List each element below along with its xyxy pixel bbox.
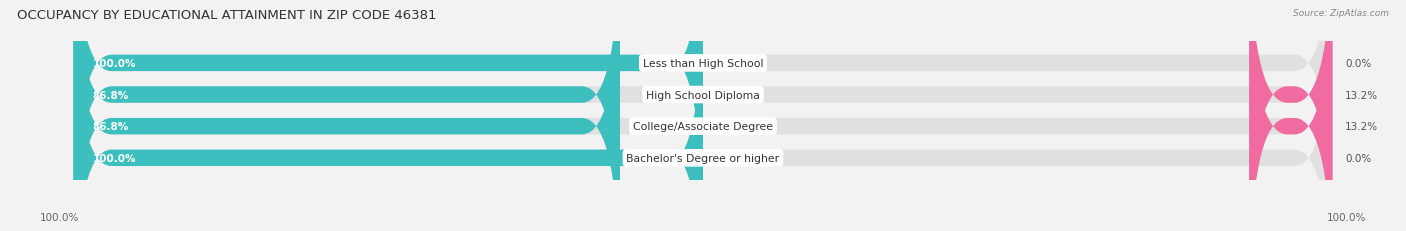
Text: Bachelor's Degree or higher: Bachelor's Degree or higher [627, 153, 779, 163]
Text: 100.0%: 100.0% [39, 212, 79, 222]
Text: OCCUPANCY BY EDUCATIONAL ATTAINMENT IN ZIP CODE 46381: OCCUPANCY BY EDUCATIONAL ATTAINMENT IN Z… [17, 9, 436, 22]
Text: Source: ZipAtlas.com: Source: ZipAtlas.com [1294, 9, 1389, 18]
Text: 86.8%: 86.8% [93, 90, 129, 100]
FancyBboxPatch shape [73, 0, 703, 231]
Text: 86.8%: 86.8% [93, 122, 129, 132]
Text: College/Associate Degree: College/Associate Degree [633, 122, 773, 132]
Text: High School Diploma: High School Diploma [647, 90, 759, 100]
FancyBboxPatch shape [1250, 0, 1333, 231]
Text: 13.2%: 13.2% [1346, 90, 1378, 100]
FancyBboxPatch shape [73, 0, 1333, 231]
Text: 13.2%: 13.2% [1346, 122, 1378, 132]
FancyBboxPatch shape [73, 0, 620, 231]
FancyBboxPatch shape [73, 0, 620, 231]
Text: Less than High School: Less than High School [643, 59, 763, 69]
Legend: Owner-occupied, Renter-occupied: Owner-occupied, Renter-occupied [586, 228, 820, 231]
FancyBboxPatch shape [1250, 0, 1333, 231]
Text: 0.0%: 0.0% [1346, 59, 1371, 69]
Text: 100.0%: 100.0% [93, 153, 136, 163]
Text: 100.0%: 100.0% [1327, 212, 1367, 222]
FancyBboxPatch shape [73, 0, 1333, 231]
FancyBboxPatch shape [73, 0, 1333, 231]
FancyBboxPatch shape [73, 0, 703, 231]
Text: 0.0%: 0.0% [1346, 153, 1371, 163]
FancyBboxPatch shape [73, 0, 1333, 231]
Text: 100.0%: 100.0% [93, 59, 136, 69]
